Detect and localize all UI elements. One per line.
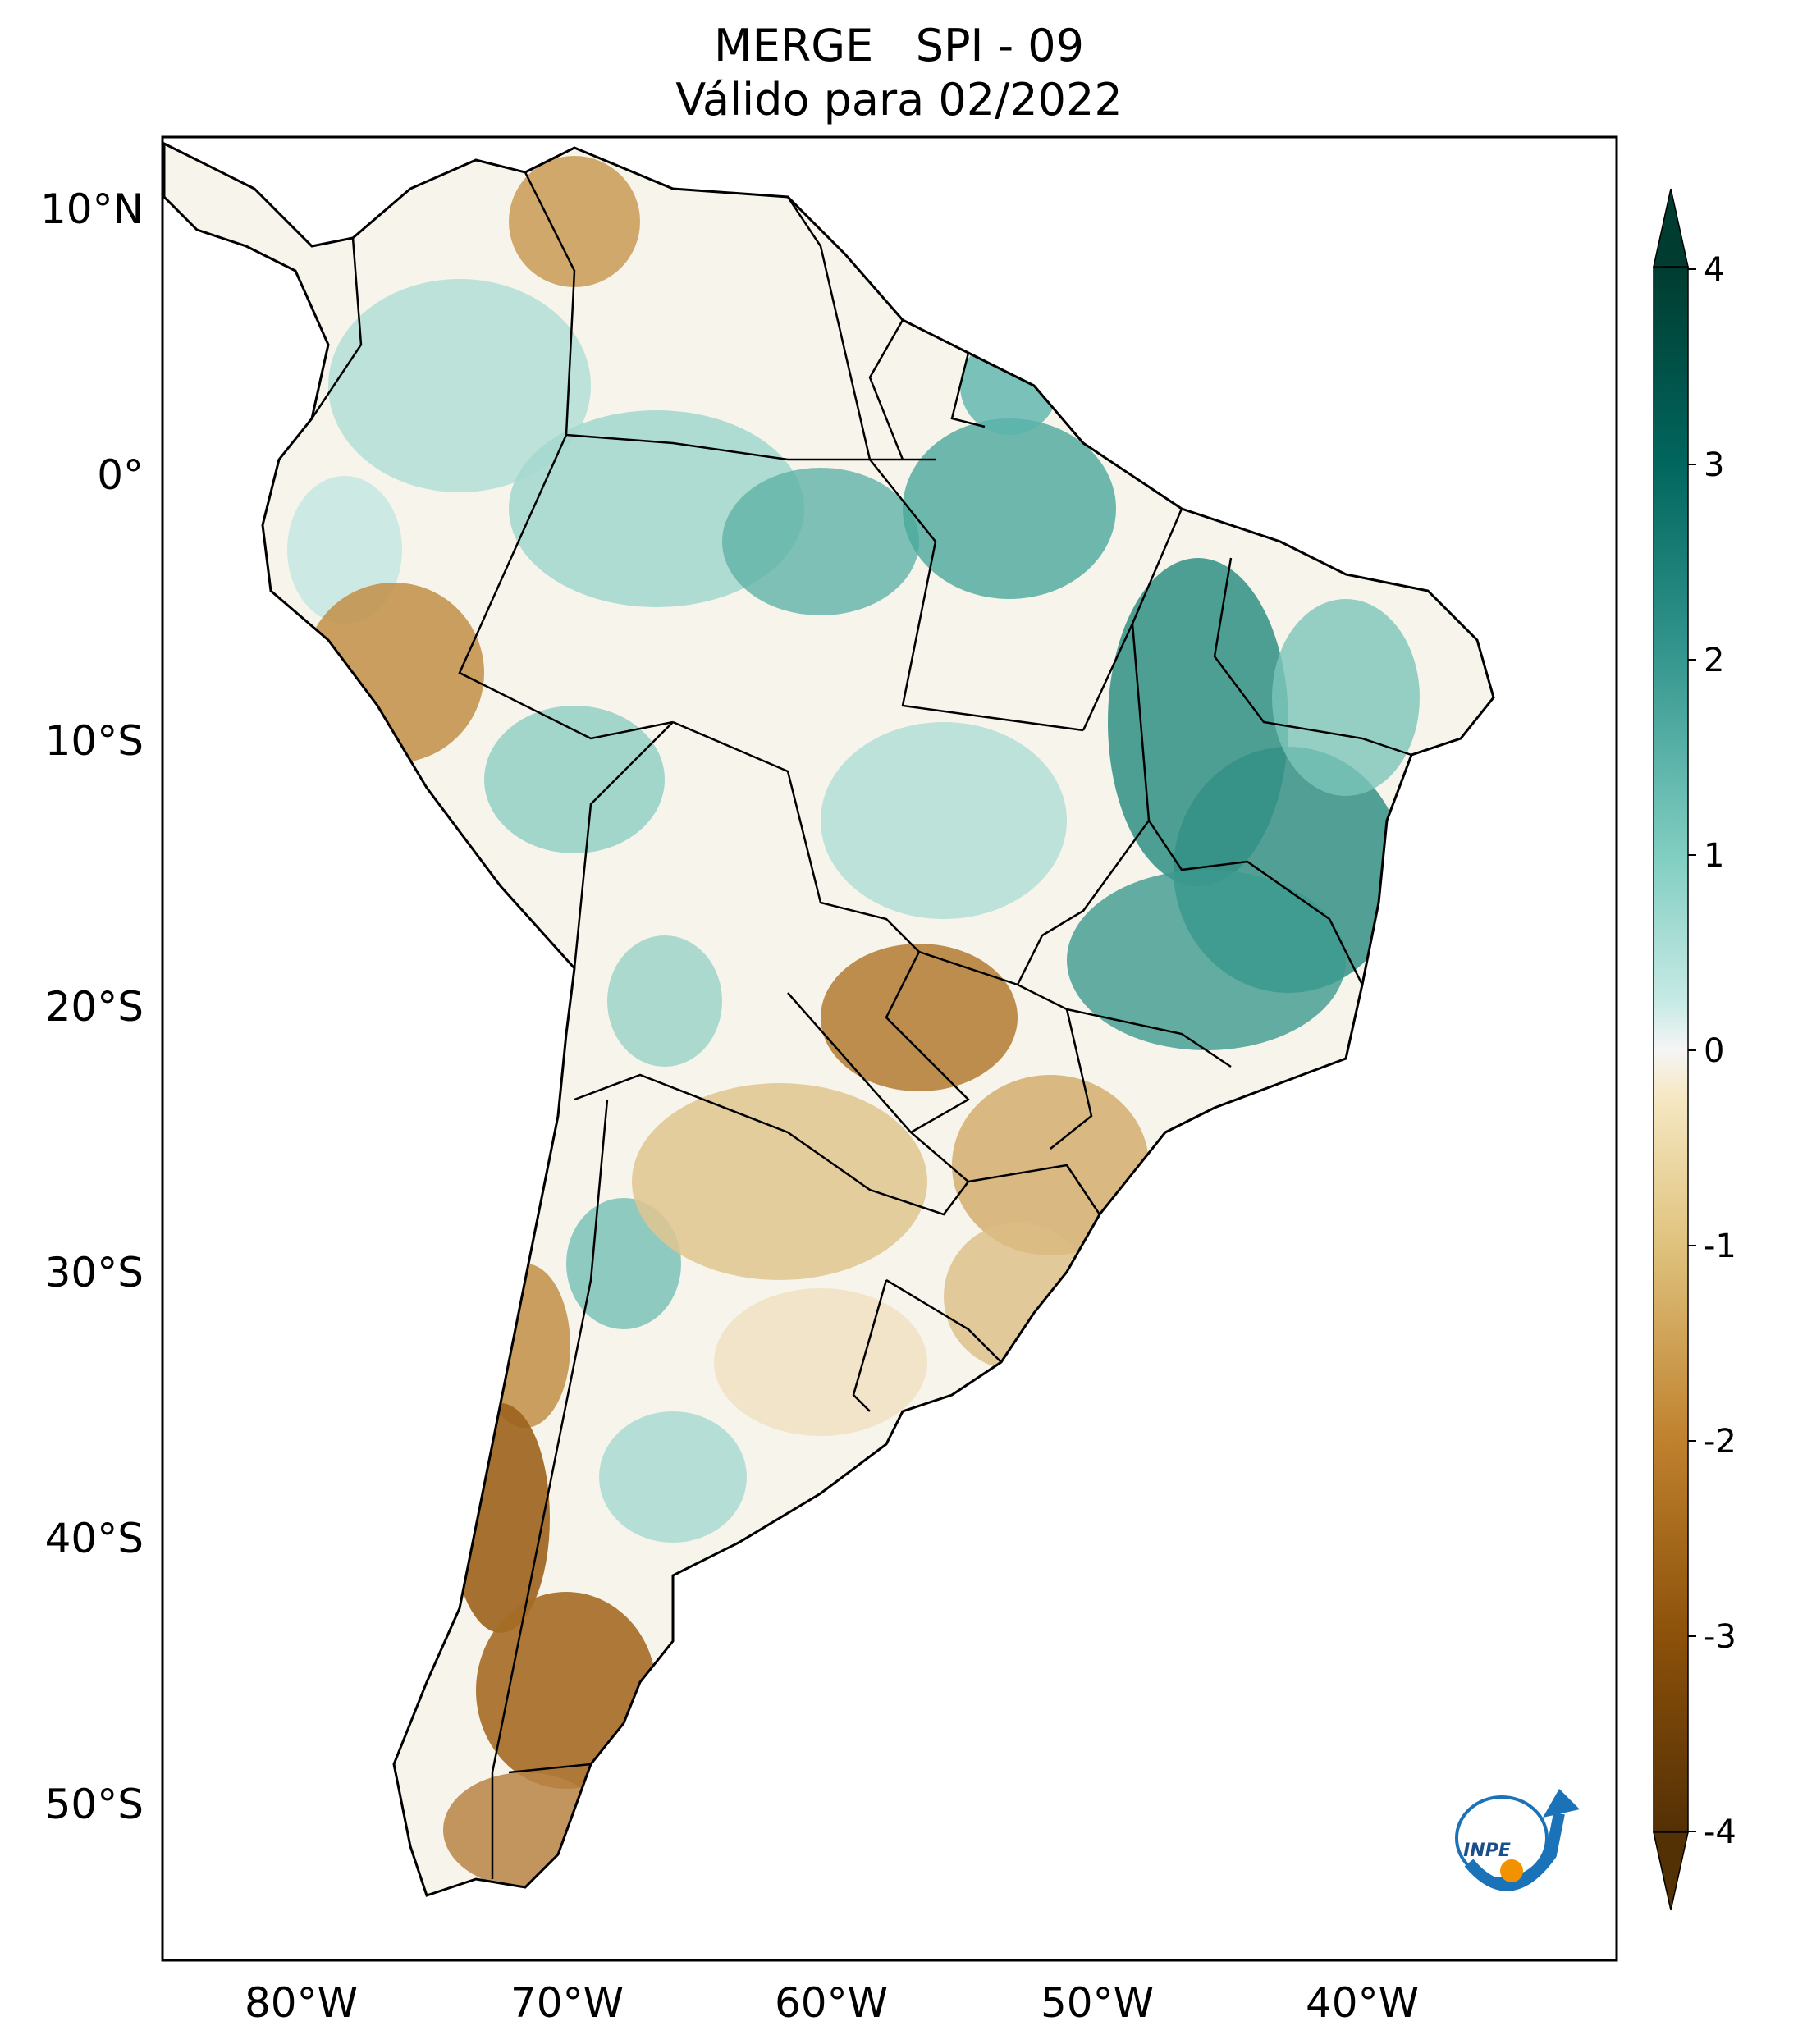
lat-label-30s: 30°S <box>45 1249 144 1296</box>
lat-label-20s: 20°S <box>45 983 144 1031</box>
logo-arrow-icon <box>1543 1789 1580 1818</box>
colorbar-label-2: 2 <box>1704 642 1724 679</box>
colorbar-label-4: 4 <box>1704 251 1724 289</box>
lon-label-60w: 60°W <box>775 1979 888 2027</box>
lat-label-10n: 10°N <box>40 185 144 233</box>
colorbar-label-3: 3 <box>1704 446 1724 484</box>
colorbar-max-extend <box>1653 188 1689 268</box>
colorbar-body <box>1653 266 1689 1833</box>
lon-label-40w: 40°W <box>1306 1979 1419 2027</box>
colorbar: 4 3 2 1 0 -1 -2 -3 -4 <box>1653 188 1736 1911</box>
lon-label-80w: 80°W <box>245 1979 358 2027</box>
colorbar-ticks <box>1688 268 1696 1832</box>
map-title-line2: Válido para 02/2022 <box>675 74 1123 126</box>
colorbar-label-neg2: -2 <box>1704 1423 1736 1461</box>
logo-text: INPE <box>1463 1841 1511 1861</box>
colorbar-min-extend <box>1653 1831 1689 1911</box>
lon-label-50w: 50°W <box>1041 1979 1154 2027</box>
latitude-labels: 10°N 0° 10°S 20°S 30°S 40°S 50°S <box>40 185 144 1828</box>
colorbar-label-0: 0 <box>1704 1032 1724 1070</box>
colorbar-label-neg3: -3 <box>1704 1618 1736 1656</box>
lat-label-0: 0° <box>97 451 144 499</box>
map-title-line1: MERGE SPI - 09 <box>714 20 1084 71</box>
logo-swoosh-icon <box>1464 1812 1565 1891</box>
colorbar-label-1: 1 <box>1704 837 1724 875</box>
colorbar-label-neg1: -1 <box>1704 1228 1736 1265</box>
continent-outline <box>162 141 1495 1897</box>
lat-label-50s: 50°S <box>45 1781 144 1828</box>
lat-label-40s: 40°S <box>45 1515 144 1562</box>
country-borders <box>310 171 1412 1879</box>
lat-label-10s: 10°S <box>45 717 144 765</box>
lon-label-70w: 70°W <box>510 1979 624 2027</box>
logo-orbit-icon <box>1455 1795 1549 1881</box>
logo-dot-icon <box>1500 1859 1523 1882</box>
colorbar-labels: 4 3 2 1 0 -1 -2 -3 -4 <box>1704 251 1736 1851</box>
colorbar-label-neg4: -4 <box>1704 1813 1736 1851</box>
longitude-labels: 80°W 70°W 60°W 50°W 40°W <box>245 1979 1419 2027</box>
inpe-logo: INPE <box>1455 1789 1580 1891</box>
